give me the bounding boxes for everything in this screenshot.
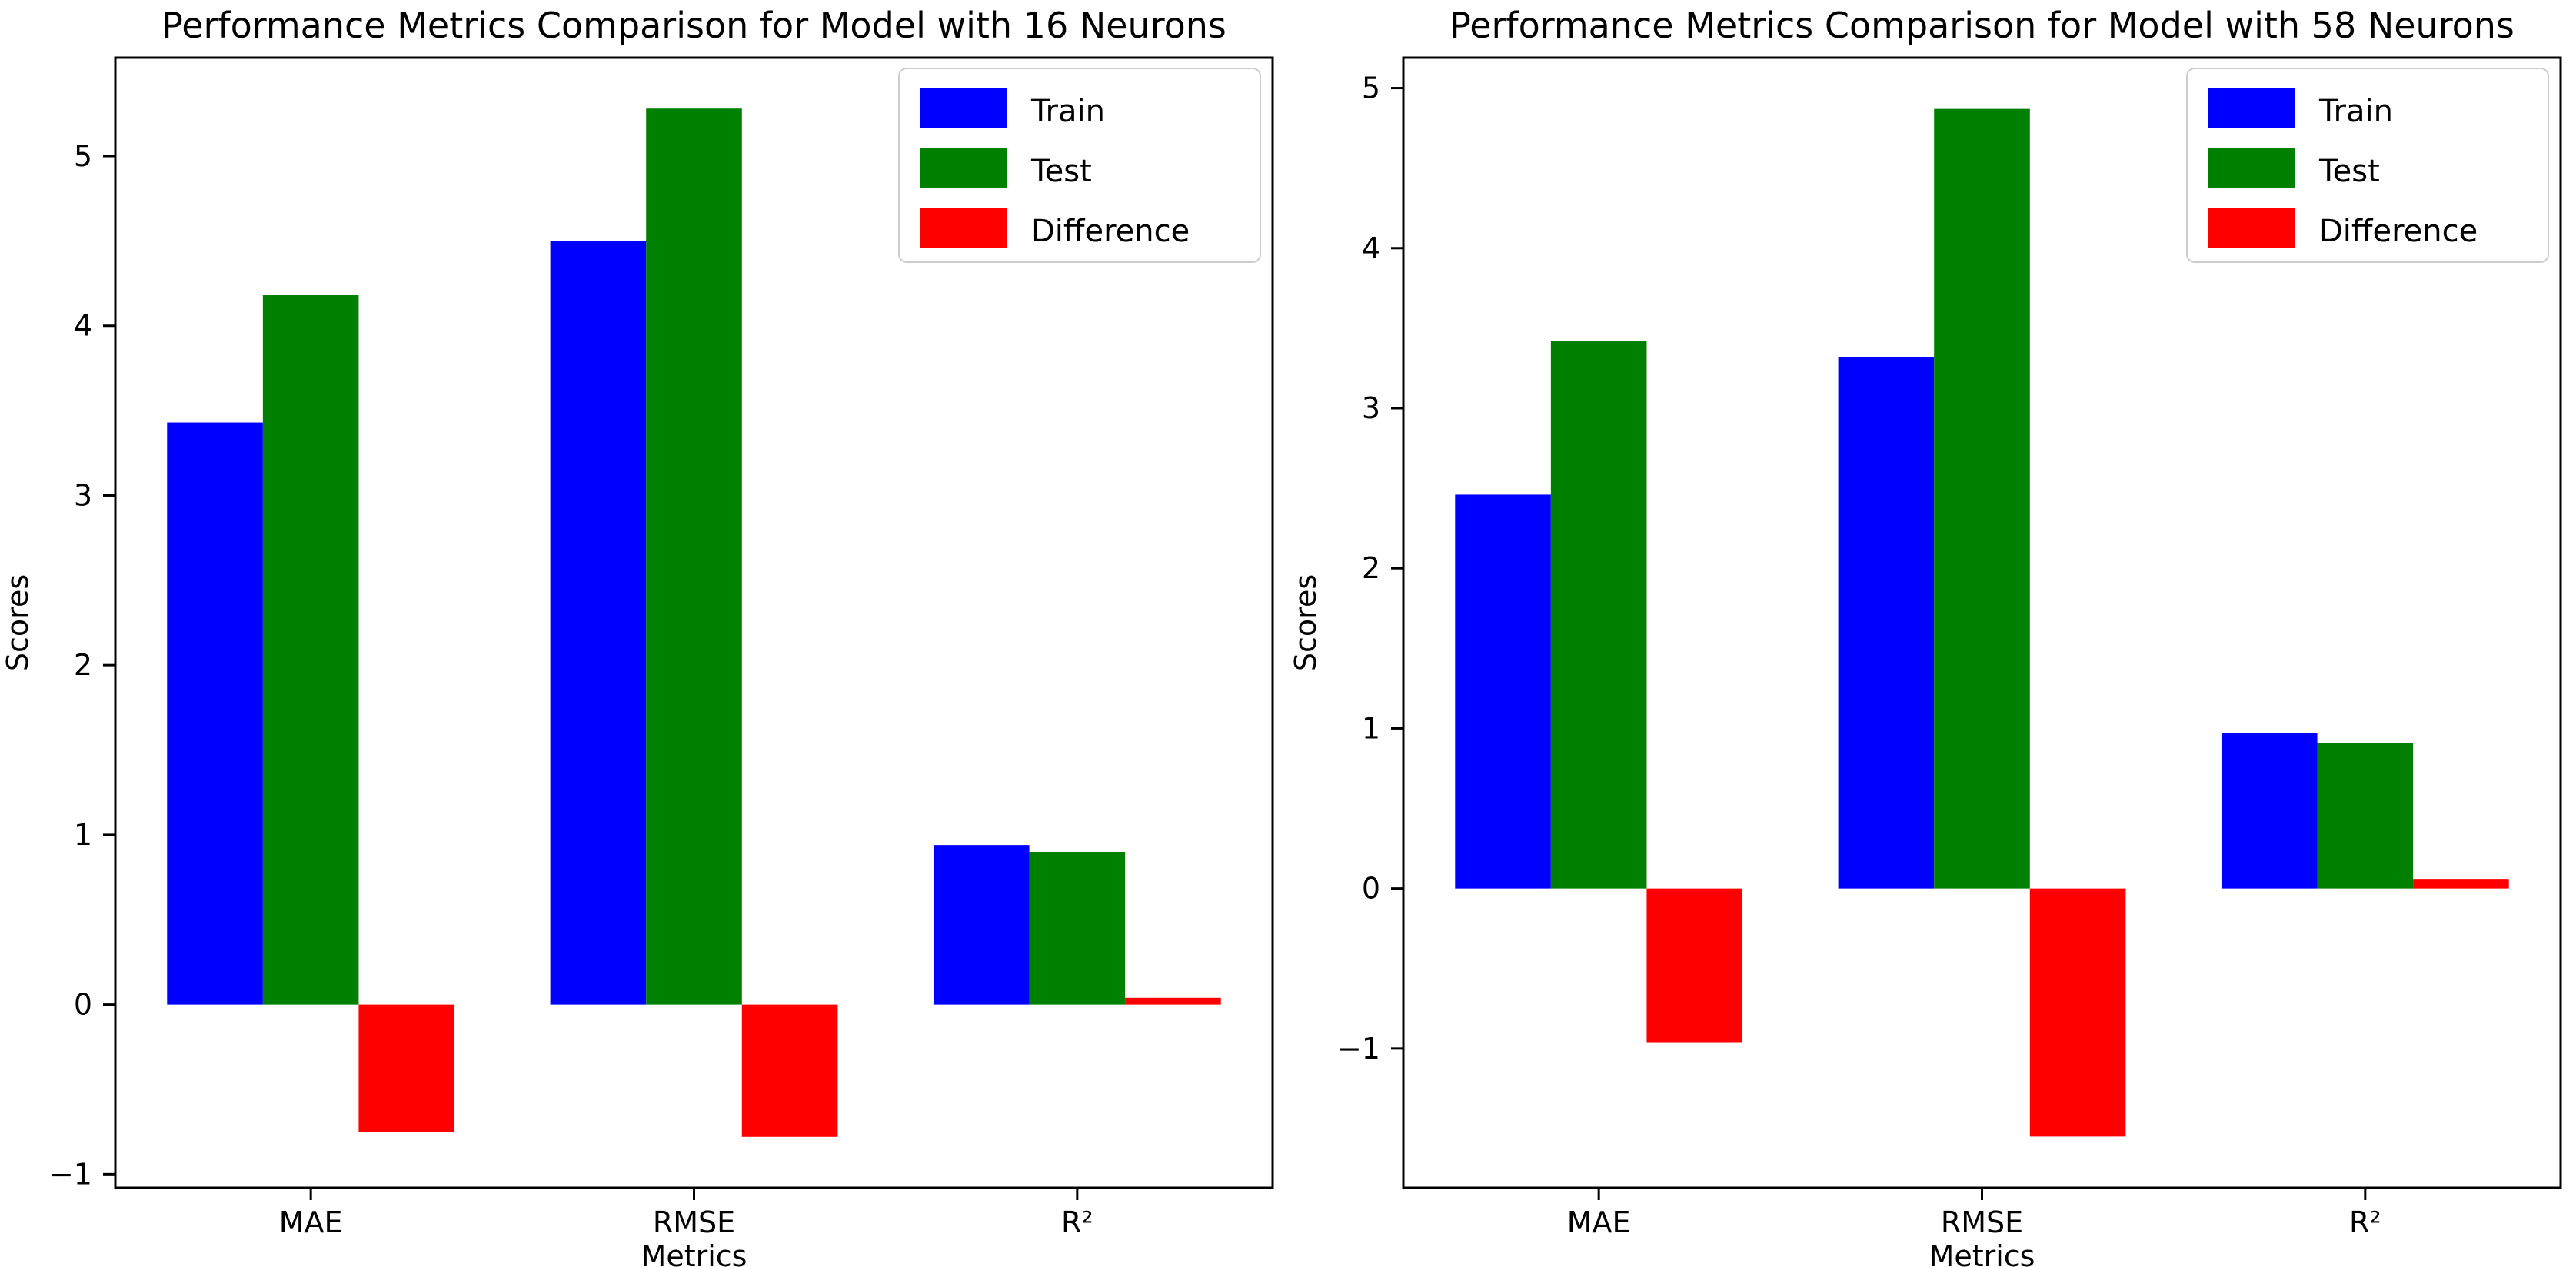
bar-difference-rmse	[2029, 888, 2126, 1137]
x-tick-label: MAE	[1567, 1205, 1631, 1239]
bar-difference-r²	[1125, 997, 1221, 1005]
y-tick-label: 4	[1362, 231, 1380, 265]
y-tick-label: 2	[74, 648, 92, 682]
bar-train-r²	[933, 845, 1030, 1005]
legend-label-test: Test	[2318, 154, 2380, 189]
y-tick-label: −1	[1337, 1032, 1380, 1066]
bar-train-rmse	[1838, 357, 1935, 889]
legend-label-train: Train	[2318, 94, 2393, 129]
y-tick-label: −1	[49, 1157, 92, 1191]
legend-swatch-train	[920, 88, 1007, 128]
legend-label-difference: Difference	[1031, 214, 1190, 249]
x-tick-label: R²	[1061, 1205, 1093, 1239]
bar-test-rmse	[646, 108, 742, 1005]
bar-difference-mae	[358, 1004, 455, 1132]
x-tick-label: R²	[2349, 1205, 2381, 1239]
legend-label-difference: Difference	[2319, 214, 2478, 249]
legend-label-train: Train	[1030, 94, 1105, 129]
legend-swatch-test	[2208, 148, 2295, 188]
legend-swatch-test	[920, 148, 1007, 188]
x-tick-label: RMSE	[653, 1205, 735, 1239]
y-axis-label: Scores	[1289, 574, 1323, 671]
x-axis-label: Metrics	[1929, 1239, 2035, 1267]
chart-16-neurons-svg: −1 0 1 2 3 4 5 MAE RMSE R² Metrics Scores Train Test D…	[1, 56, 1274, 1267]
right-chart-title: Performance Metrics Comparison for Model…	[1449, 5, 2514, 46]
bar-train-mae	[167, 422, 263, 1005]
left-chart-title: Performance Metrics Comparison for Model…	[161, 5, 1226, 46]
bar-test-mae	[1550, 341, 1647, 889]
legend-swatch-difference	[2208, 208, 2295, 248]
right-chart-panel: Performance Metrics Comparison for Model…	[1288, 0, 2576, 1267]
y-tick-label: 3	[1362, 391, 1380, 425]
bar-train-rmse	[550, 241, 647, 1005]
x-axis-label: Metrics	[641, 1239, 747, 1267]
bar-difference-rmse	[741, 1004, 838, 1137]
y-tick-label: 0	[74, 988, 92, 1022]
bar-test-mae	[262, 295, 359, 1005]
x-tick-label: RMSE	[1941, 1205, 2023, 1239]
y-tick-label: 5	[74, 139, 92, 173]
y-tick-label: 3	[74, 478, 92, 512]
y-axis-label: Scores	[1, 574, 35, 671]
y-tick-label: 0	[1362, 872, 1380, 906]
bar-difference-mae	[1646, 888, 1743, 1043]
y-tick-label: 4	[74, 309, 92, 343]
left-chart-panel: Performance Metrics Comparison for Model…	[1, 5, 1274, 1267]
legend-label-test: Test	[1030, 154, 1092, 189]
bar-train-r²	[2221, 733, 2318, 889]
y-tick-label: 2	[1362, 551, 1380, 585]
x-tick-label: MAE	[279, 1205, 343, 1239]
bar-test-rmse	[1934, 108, 2030, 889]
bar-test-r²	[1029, 851, 1126, 1005]
legend-swatch-train	[2208, 88, 2295, 128]
bar-difference-r²	[2413, 879, 2509, 889]
y-tick-label: 1	[1362, 711, 1380, 745]
chart-58-neurons-svg: −1 0 1 2 3 4 5 MAE RMSE R² Metrics Scores Train Test D…	[1289, 56, 2562, 1267]
legend-swatch-difference	[920, 208, 1007, 248]
bar-train-mae	[1455, 494, 1551, 889]
y-tick-label: 1	[74, 818, 92, 852]
y-tick-label: 5	[1362, 71, 1380, 105]
bar-test-r²	[2317, 743, 2414, 889]
